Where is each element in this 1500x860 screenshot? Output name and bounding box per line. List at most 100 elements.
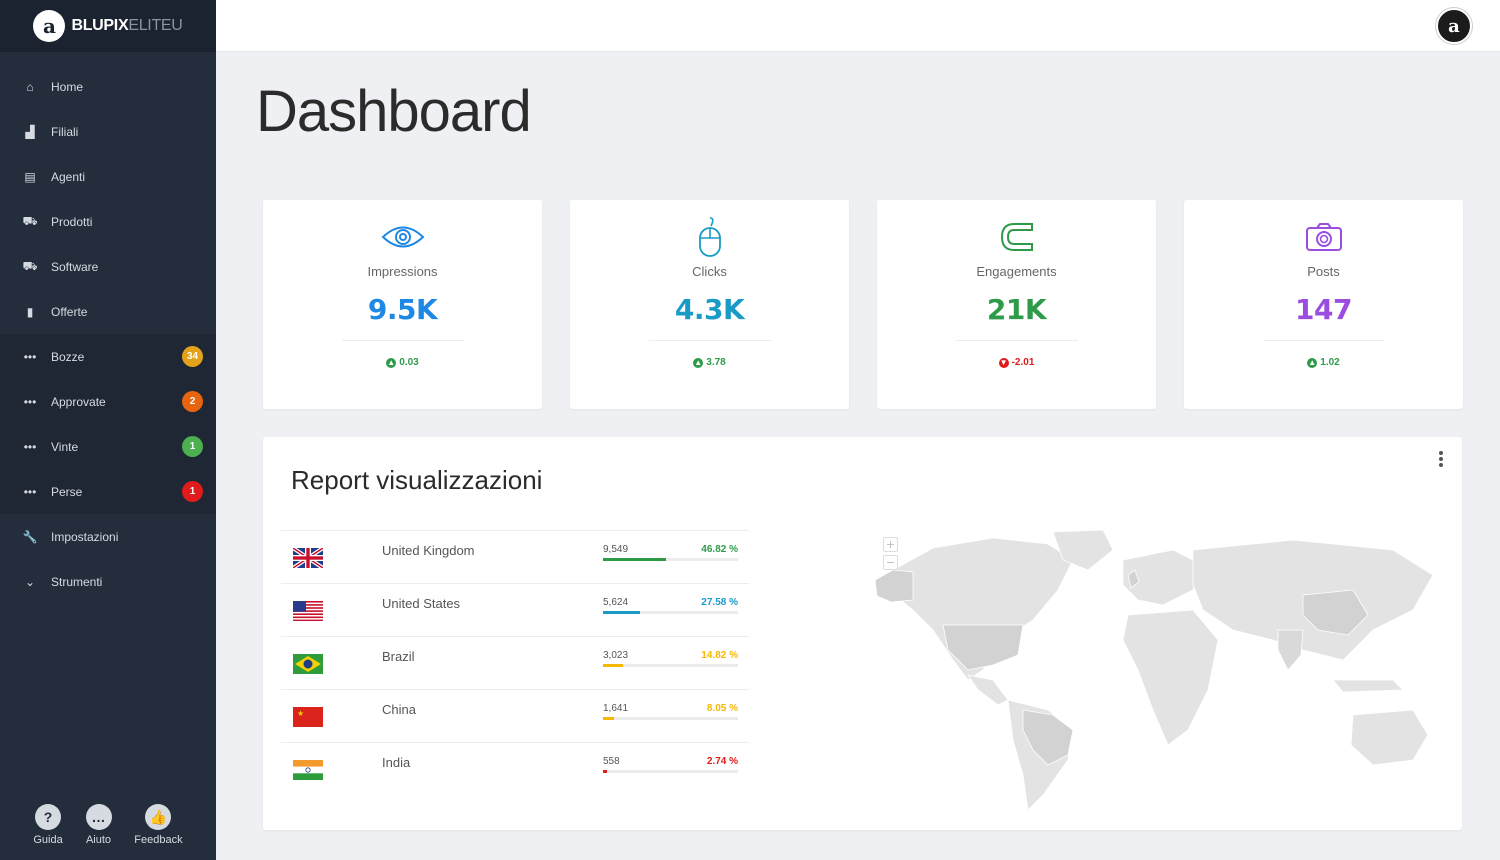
arrow-up-icon: ▲ [386, 357, 397, 368]
map-africa [1122, 609, 1219, 746]
svg-text:★: ★ [297, 709, 304, 718]
stat-card-engagements[interactable]: Engagements 21K ▼ -2.01 [877, 200, 1156, 409]
stat-label: Engagements [976, 264, 1057, 279]
map-china [1302, 589, 1369, 636]
aiuto-button[interactable]: … Aiuto [85, 804, 112, 846]
stat-card-posts[interactable]: Posts 147 ▲ 1.02 [1184, 200, 1463, 409]
count-badge: 34 [182, 346, 203, 367]
sidebar-item-agenti[interactable]: ▤ Agenti [0, 154, 216, 199]
map-zoom-out-button[interactable]: − [883, 555, 898, 570]
country-percent: 14.82 % [701, 650, 738, 661]
sidebar-item-label: Impostazioni [51, 529, 119, 544]
page-title: Dashboard [256, 79, 532, 144]
divider [648, 340, 771, 341]
map-indonesia [1332, 679, 1404, 693]
sidebar-item-impostazioni[interactable]: 🔧 Impostazioni [0, 514, 216, 559]
progress-bar-fill [603, 717, 614, 720]
progress-bar-fill [603, 664, 623, 667]
map-central-america [967, 674, 1009, 706]
table-row[interactable]: Brazil 3,023 14.82 % [281, 636, 749, 689]
guida-button[interactable]: ? Guida [33, 804, 63, 846]
flag-cn-icon: ★ [293, 707, 323, 727]
country-percent: 2.74 % [706, 756, 738, 767]
stat-delta-value: -2.01 [1011, 357, 1035, 368]
country-count: 1,641 [603, 703, 629, 714]
cart-icon: ⛟ [22, 213, 38, 228]
flag-in-icon [293, 760, 323, 780]
stat-card-impressions[interactable]: Impressions 9.5K ▲ 0.03 [263, 200, 542, 409]
map-alaska [874, 569, 914, 603]
sidebar-item-label: Software [51, 259, 99, 274]
sidebar-item-label: Filiali [51, 124, 79, 139]
progress-bar [603, 770, 738, 773]
progress-bar [603, 717, 738, 720]
count-badge: 2 [182, 391, 203, 412]
progress-bar [603, 611, 738, 614]
user-avatar[interactable]: a [1436, 8, 1472, 44]
arrow-up-icon: ▲ [1307, 357, 1318, 368]
table-row[interactable]: United Kingdom 9,549 46.82 % [281, 530, 749, 583]
sidebar-item-bozze[interactable]: ••• Bozze 34 [0, 334, 216, 379]
sidebar-item-label: Perse [51, 484, 83, 499]
camera-icon [1305, 216, 1343, 258]
sidebar-item-label: Prodotti [51, 214, 93, 229]
sidebar-item-vinte[interactable]: ••• Vinte 1 [0, 424, 216, 469]
ellipsis-icon: ••• [23, 394, 37, 409]
sidebar-item-home[interactable]: ⌂ Home [0, 64, 216, 109]
sidebar-item-perse[interactable]: ••• Perse 1 [0, 469, 216, 514]
eye-icon [381, 216, 425, 258]
sidebar-item-prodotti[interactable]: ⛟ Prodotti [0, 199, 216, 244]
brand-logo[interactable]: a BLUPIXELITEU [0, 0, 216, 52]
country-table: United Kingdom 9,549 46.82 % United States 5… [281, 530, 749, 795]
map-zoom-in-button[interactable]: + [883, 537, 898, 552]
count-badge: 1 [182, 481, 203, 502]
country-percent: 46.82 % [701, 544, 738, 555]
more-options-icon[interactable] [1436, 451, 1446, 467]
country-count: 558 [603, 756, 620, 767]
wrench-icon: 🔧 [22, 529, 38, 544]
stat-delta: ▲ 0.03 [386, 357, 419, 368]
stat-label: Clicks [692, 264, 727, 279]
report-panel: Report visualizzazioni United Kingdom 9,5… [263, 437, 1462, 830]
progress-bar-fill [603, 558, 667, 561]
country-count: 3,023 [603, 650, 629, 661]
sidebar-item-filiali[interactable]: ▟ Filiali [0, 109, 216, 154]
flag-uk-icon [293, 548, 323, 568]
feedback-button[interactable]: 👍 Feedback [134, 804, 183, 846]
divider [341, 340, 464, 341]
count-badge: 1 [182, 436, 203, 457]
question-icon: ? [35, 804, 62, 830]
arrow-up-icon: ▲ [693, 357, 704, 368]
mouse-icon [697, 216, 723, 258]
world-map[interactable] [873, 530, 1448, 815]
sidebar-item-software[interactable]: ⛟ Software [0, 244, 216, 289]
brand-name: BLUPIXELITEU [71, 17, 182, 35]
map-australia [1350, 709, 1429, 766]
sidebar-item-offerte[interactable]: ▮ Offerte [0, 289, 216, 334]
stat-label: Impressions [367, 264, 438, 279]
stat-delta: ▼ -2.01 [998, 357, 1035, 368]
sidebar-item-label: Bozze [51, 349, 85, 364]
progress-bar-fill [603, 770, 607, 773]
stat-card-clicks[interactable]: Clicks 4.3K ▲ 3.78 [570, 200, 849, 409]
table-row[interactable]: United States 5,624 27.58 % [281, 583, 749, 636]
sidebar-item-strumenti[interactable]: ⌄ Strumenti [0, 559, 216, 604]
progress-bar [603, 664, 738, 667]
sidebar-item-approvate[interactable]: ••• Approvate 2 [0, 379, 216, 424]
country-name: India [382, 755, 411, 770]
table-row[interactable]: ★ China 1,641 8.05 % [281, 689, 749, 742]
sidebar-nav: ⌂ Home ▟ Filiali ▤ Agenti ⛟ Prodotti ⛟ Software ▮ O… [0, 64, 216, 604]
sidebar-item-label: Approvate [51, 394, 106, 409]
arrow-down-icon: ▼ [998, 357, 1009, 368]
sidebar-item-label: Home [51, 79, 84, 94]
sidebar-item-label: Offerte [51, 304, 88, 319]
divider [1262, 340, 1385, 341]
table-row[interactable]: India 558 2.74 % [281, 742, 749, 795]
progress-bar-fill [603, 611, 641, 614]
stat-value: 21K [986, 293, 1047, 326]
flag-br-icon [293, 654, 323, 674]
report-title: Report visualizzazioni [291, 465, 543, 495]
chevron-down-icon: ⌄ [24, 574, 36, 589]
stat-delta-value: 0.03 [399, 357, 419, 368]
sidebar: a BLUPIXELITEU ⌂ Home ▟ Filiali ▤ Agenti ⛟ Prod… [0, 0, 216, 860]
